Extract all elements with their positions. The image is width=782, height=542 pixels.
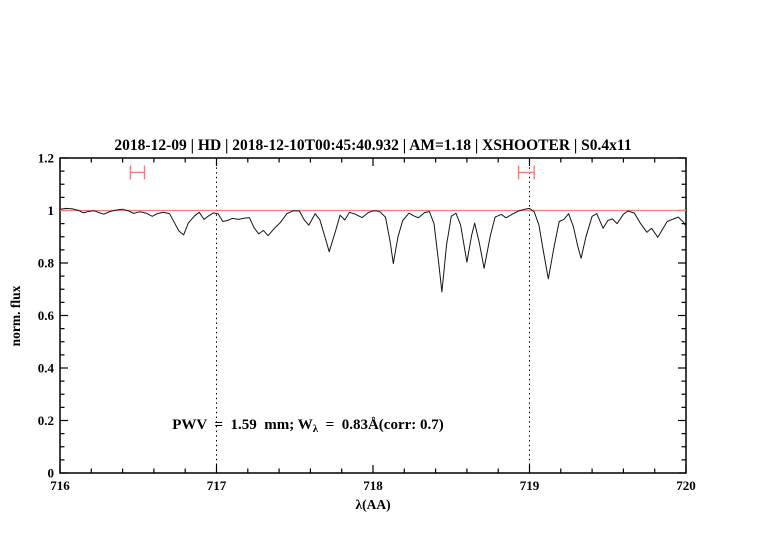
y-axis-label: norm. flux: [8, 285, 23, 346]
pwv-band-marker: [129, 165, 146, 180]
x-tick-label: 716: [50, 478, 70, 493]
pwv-annotation-subscript: λ: [313, 423, 319, 435]
x-axis-label: λ(AA): [355, 497, 390, 512]
y-tick-label: 1.2: [38, 151, 54, 166]
x-tick-label: 719: [520, 478, 540, 493]
pwv-band-marker: [517, 165, 535, 180]
y-tick-label: 0.4: [38, 361, 55, 376]
data-layer: [60, 158, 686, 473]
axes-layer: 716 717 718 719 720 0 0.2 0.4 0.6 0.8 1 1.2: [38, 151, 696, 494]
x-tick-label: 717: [207, 478, 227, 493]
pwv-annotation: PWV = 1.59 mm; Wλ = 0.83Å(corr: 0.7): [146, 417, 463, 435]
x-tick-label: 718: [363, 478, 383, 493]
pwv-annotation-prefix: PWV = 1.59 mm; W: [172, 417, 313, 433]
y-tick-label: 0.8: [38, 256, 55, 271]
y-tick-label: 0: [48, 466, 55, 481]
x-tick-label: 720: [676, 478, 696, 493]
y-tick-label: 0.6: [38, 308, 55, 323]
y-tick-label: 1: [48, 203, 55, 218]
spectrum-line: [60, 207, 686, 293]
pwv-annotation-suffix: = 0.83Å(corr: 0.7): [318, 417, 444, 433]
y-tick-label: 0.2: [38, 413, 54, 428]
plot-title: 2018-12-09 | HD | 2018-12-10T00:45:40.93…: [114, 137, 631, 154]
